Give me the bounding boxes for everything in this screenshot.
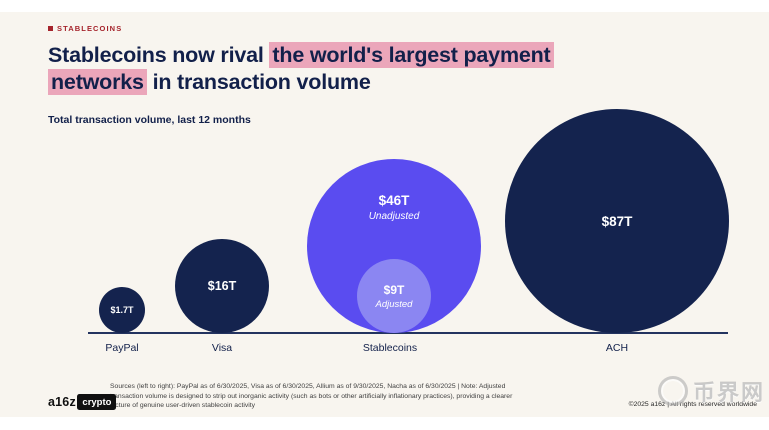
sources-note: Sources (left to right): PayPal as of 6/… [110, 382, 590, 411]
title-highlight-2: networks [48, 69, 147, 95]
category-label-visa: Visa [211, 342, 233, 354]
bubble-paypal-value: $1.7T [110, 305, 134, 315]
a16z-crypto-logo: a16z crypto [48, 394, 117, 410]
bubble-visa-value: $16T [207, 279, 237, 293]
title-line-1: Stablecoins now rival the world's larges… [48, 42, 554, 69]
bubble-stablecoins-note: Unadjusted [368, 211, 420, 222]
sources-line-3: picture of genuine user-driven stablecoi… [110, 402, 256, 410]
title-text-1: Stablecoins now rival [48, 43, 270, 67]
title-text-2: in transaction volume [146, 70, 371, 94]
bubble-stablecoins-unadjusted: $46T Unadjusted $9T Adjusted [307, 159, 481, 333]
bubble-adjusted-note: Adjusted [375, 298, 413, 310]
bubble-paypal: $1.7T [99, 287, 145, 333]
bubble-stablecoins-adjusted: $9T Adjusted [357, 259, 431, 333]
a16z-logo-text: a16z [48, 395, 76, 409]
chart-card: STABLECOINS Stablecoins now rival the wo… [0, 12, 769, 417]
bubble-stablecoins-value: $46T [378, 193, 410, 208]
eyebrow-square-icon [48, 26, 53, 31]
bubble-stablecoins-text: $46T Unadjusted [307, 193, 481, 222]
category-label-ach: ACH [605, 342, 629, 354]
bubble-chart: $1.7T $16T $46T Unadjusted $9T Adjusted … [0, 12, 769, 417]
sources-line-1: Sources (left to right): PayPal as of 6/… [110, 383, 506, 390]
title-highlight-1: the world's largest payment [269, 42, 554, 68]
crypto-logo-badge: crypto [77, 394, 117, 410]
chart-baseline [88, 332, 728, 334]
copyright-text: ©2025 a16z | All rights reserved worldwi… [628, 401, 757, 408]
chart-subtitle: Total transaction volume, last 12 months [48, 114, 251, 126]
eyebrow: STABLECOINS [48, 24, 122, 33]
category-label-paypal: PayPal [105, 342, 139, 354]
page-title: Stablecoins now rival the world's larges… [48, 42, 554, 96]
sources-line-2: transaction volume is designed to strip … [110, 392, 513, 400]
bubble-adjusted-value: $9T [383, 282, 405, 297]
eyebrow-label: STABLECOINS [57, 24, 123, 33]
bubble-ach-value: $87T [601, 213, 633, 229]
bubble-ach: $87T [505, 109, 729, 333]
title-line-2: networks in transaction volume [48, 69, 554, 96]
bubble-visa: $16T [175, 239, 269, 333]
category-label-stablecoins: Stablecoins [362, 342, 418, 354]
